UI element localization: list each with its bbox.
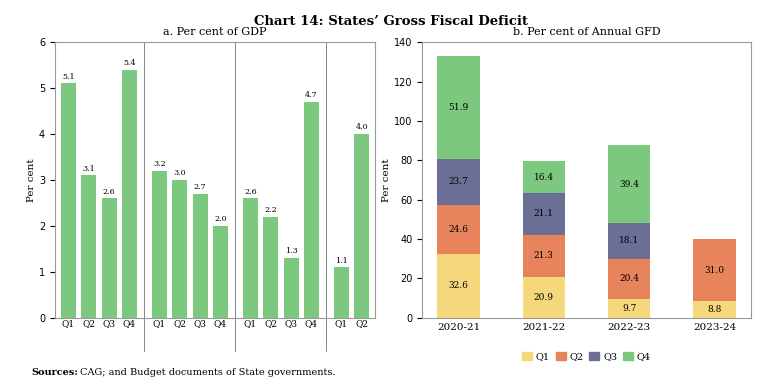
Y-axis label: Per cent: Per cent [382, 158, 391, 202]
Text: 4.7: 4.7 [305, 91, 317, 99]
Text: 3.0: 3.0 [174, 169, 186, 177]
Bar [437, 56, 480, 159]
Text: Chart 14: States’ Gross Fiscal Deficit: Chart 14: States’ Gross Fiscal Deficit [254, 15, 528, 28]
Bar [152, 171, 167, 318]
Y-axis label: Per cent: Per cent [27, 158, 36, 202]
Bar [192, 194, 207, 318]
Text: 2.6: 2.6 [244, 188, 256, 196]
Bar [522, 235, 565, 277]
Bar [81, 175, 96, 318]
Bar [608, 299, 651, 318]
Title: a. Per cent of GDP: a. Per cent of GDP [163, 27, 267, 37]
Text: 2.6: 2.6 [102, 188, 116, 196]
Bar [304, 102, 319, 318]
Text: 5.1: 5.1 [62, 73, 74, 81]
Text: 39.4: 39.4 [619, 180, 639, 189]
Bar [437, 254, 480, 318]
Text: 18.1: 18.1 [619, 236, 639, 245]
Bar [284, 258, 299, 318]
Bar [608, 223, 651, 259]
Text: 20.9: 20.9 [534, 293, 554, 302]
Bar [213, 226, 228, 318]
Text: 2.7: 2.7 [194, 183, 206, 191]
Text: 3.1: 3.1 [82, 165, 95, 173]
Text: 2.2: 2.2 [264, 206, 277, 214]
Bar [693, 301, 736, 318]
Text: 3.2: 3.2 [153, 160, 166, 168]
Bar [693, 239, 736, 301]
Text: 23.7: 23.7 [449, 177, 468, 187]
Text: 1.1: 1.1 [335, 257, 348, 265]
Bar [608, 259, 651, 299]
Bar [608, 145, 651, 223]
Text: 5.4: 5.4 [123, 59, 136, 67]
Bar [172, 180, 187, 318]
Text: 20.4: 20.4 [619, 274, 639, 283]
Text: Sources:: Sources: [31, 368, 78, 377]
Text: CAG; and Budget documents of State governments.: CAG; and Budget documents of State gover… [77, 368, 335, 377]
Text: 31.0: 31.0 [705, 265, 724, 275]
Text: 1.3: 1.3 [285, 247, 297, 255]
Text: 2.0: 2.0 [214, 215, 227, 223]
Bar [522, 193, 565, 235]
Bar [437, 205, 480, 254]
Bar [243, 198, 258, 318]
Text: 24.6: 24.6 [449, 225, 468, 234]
Bar [354, 134, 369, 318]
Text: 32.6: 32.6 [449, 281, 468, 290]
Text: 16.4: 16.4 [534, 173, 554, 182]
Bar [334, 267, 349, 318]
Title: b. Per cent of Annual GFD: b. Per cent of Annual GFD [513, 27, 660, 37]
Bar [522, 161, 565, 193]
Text: 4.0: 4.0 [356, 123, 368, 131]
Text: 8.8: 8.8 [707, 305, 722, 314]
Bar [522, 277, 565, 318]
Text: 21.1: 21.1 [534, 210, 554, 218]
Bar [437, 159, 480, 205]
Bar [122, 70, 137, 318]
Text: 21.3: 21.3 [534, 251, 554, 260]
Legend: Q1, Q2, Q3, Q4: Q1, Q2, Q3, Q4 [518, 349, 655, 365]
Text: 51.9: 51.9 [448, 103, 468, 112]
Bar [102, 198, 117, 318]
Bar [61, 83, 76, 318]
Bar [264, 217, 278, 318]
Text: 9.7: 9.7 [622, 304, 637, 313]
